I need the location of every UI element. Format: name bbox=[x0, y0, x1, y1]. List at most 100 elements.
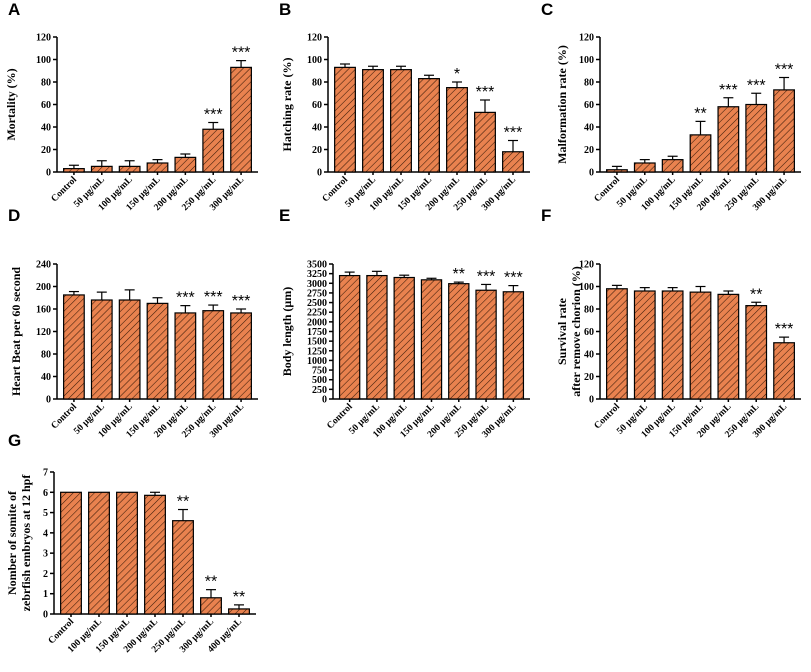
panel-d: D Heart Beat per 60 second 0 40 80 120 160 200 2… bbox=[8, 206, 258, 440]
bar bbox=[502, 291, 525, 400]
bar bbox=[172, 520, 194, 615]
y-axis-label: Hatching rate (%) bbox=[280, 58, 294, 152]
y-tick-label: 120 bbox=[307, 33, 322, 44]
bar bbox=[773, 342, 795, 400]
y-tick-label: 20 bbox=[584, 372, 594, 383]
y-tick-label: 0 bbox=[589, 395, 594, 406]
bar bbox=[606, 169, 628, 173]
bar bbox=[174, 156, 197, 173]
bar bbox=[144, 494, 166, 615]
bar bbox=[118, 299, 141, 400]
bar bbox=[661, 159, 684, 173]
bar bbox=[745, 103, 768, 173]
y-tick-label: 40 bbox=[312, 123, 322, 134]
y-tick-label: 100 bbox=[36, 55, 51, 66]
y-tick-label: 40 bbox=[41, 372, 51, 383]
bar bbox=[63, 168, 85, 173]
y-tick-label: 2250 bbox=[307, 308, 327, 319]
bar bbox=[689, 291, 712, 400]
y-tick-label: 60 bbox=[41, 100, 51, 111]
y-tick-label: 3500 bbox=[307, 260, 327, 271]
bar bbox=[362, 69, 384, 173]
y-tick-label: 0 bbox=[322, 395, 327, 406]
y-tick-label: 40 bbox=[584, 123, 594, 134]
bar bbox=[633, 162, 656, 173]
significance-marker: *** bbox=[775, 62, 794, 79]
panel-letter: F bbox=[541, 206, 551, 225]
significance-marker: ** bbox=[453, 266, 465, 283]
y-axis-label-line: Nomber of somite of bbox=[5, 490, 19, 595]
y-tick-label: 1750 bbox=[307, 327, 327, 338]
bar bbox=[745, 305, 768, 400]
bar bbox=[475, 289, 497, 400]
panel-letter: E bbox=[279, 206, 290, 225]
y-tick-label: 120 bbox=[579, 33, 594, 44]
bar bbox=[446, 87, 468, 173]
significance-marker: *** bbox=[477, 268, 496, 285]
y-axis-label-line: Survival rate bbox=[555, 297, 569, 365]
bar bbox=[63, 294, 85, 400]
bar bbox=[448, 283, 470, 400]
significance-marker: *** bbox=[719, 82, 738, 99]
panel-letter: C bbox=[541, 0, 553, 19]
significance-marker: *** bbox=[176, 290, 195, 307]
significance-marker: *** bbox=[204, 289, 223, 306]
y-tick-label: 160 bbox=[36, 305, 51, 316]
bar bbox=[146, 162, 169, 173]
y-tick-label: 80 bbox=[312, 78, 322, 89]
y-tick-label: 1 bbox=[43, 589, 48, 600]
y-tick-label: 6 bbox=[43, 488, 48, 499]
significance-marker: ** bbox=[694, 105, 706, 122]
bar bbox=[60, 491, 82, 615]
y-tick-label: 3250 bbox=[307, 269, 327, 280]
bar bbox=[90, 165, 113, 173]
y-tick-label: 4 bbox=[43, 528, 48, 539]
y-axis-label: Heart Beat per 60 second bbox=[9, 267, 23, 396]
y-tick-label: 3000 bbox=[307, 279, 327, 290]
bar bbox=[717, 106, 740, 173]
y-tick-label: 3 bbox=[43, 549, 48, 560]
significance-marker: ** bbox=[205, 574, 217, 591]
significance-marker: ** bbox=[233, 589, 245, 606]
bar bbox=[338, 274, 361, 400]
bar bbox=[661, 290, 684, 400]
bar bbox=[717, 293, 740, 400]
bar bbox=[230, 312, 252, 400]
y-tick-label: 80 bbox=[584, 305, 594, 316]
bar bbox=[474, 111, 496, 173]
y-tick-label: 200 bbox=[36, 282, 51, 293]
significance-marker: *** bbox=[476, 84, 495, 101]
panel-letter: G bbox=[8, 431, 21, 450]
y-tick-label: 0 bbox=[46, 395, 51, 406]
y-tick-label: 750 bbox=[312, 366, 327, 377]
y-axis-label-line: zebrfish embryos at 12 hpf bbox=[19, 474, 33, 612]
significance-marker: ** bbox=[750, 286, 762, 303]
y-tick-label: 80 bbox=[41, 78, 51, 89]
y-tick-label: 240 bbox=[36, 260, 51, 271]
bar bbox=[88, 491, 110, 615]
bar bbox=[116, 491, 138, 615]
bar bbox=[230, 66, 252, 173]
bar bbox=[633, 290, 656, 400]
y-axis-label: Body length (μm) bbox=[280, 287, 294, 376]
y-tick-label: 40 bbox=[41, 123, 51, 134]
y-tick-label: 1000 bbox=[307, 356, 327, 367]
panel-letter: A bbox=[8, 0, 20, 19]
y-tick-label: 250 bbox=[312, 385, 327, 396]
y-tick-label: 60 bbox=[584, 100, 594, 111]
y-tick-label: 0 bbox=[589, 168, 594, 179]
significance-marker: * bbox=[454, 66, 460, 83]
y-tick-label: 20 bbox=[312, 145, 322, 156]
y-tick-label: 2 bbox=[43, 569, 48, 580]
y-tick-label: 20 bbox=[41, 145, 51, 156]
panel-letter: B bbox=[279, 0, 291, 19]
bar bbox=[502, 151, 524, 173]
y-tick-label: 500 bbox=[312, 375, 327, 386]
y-tick-label: 80 bbox=[41, 350, 51, 361]
y-tick-label: 60 bbox=[584, 327, 594, 338]
bar bbox=[773, 89, 795, 173]
y-tick-label: 1250 bbox=[307, 346, 327, 357]
y-tick-label: 2000 bbox=[307, 317, 327, 328]
